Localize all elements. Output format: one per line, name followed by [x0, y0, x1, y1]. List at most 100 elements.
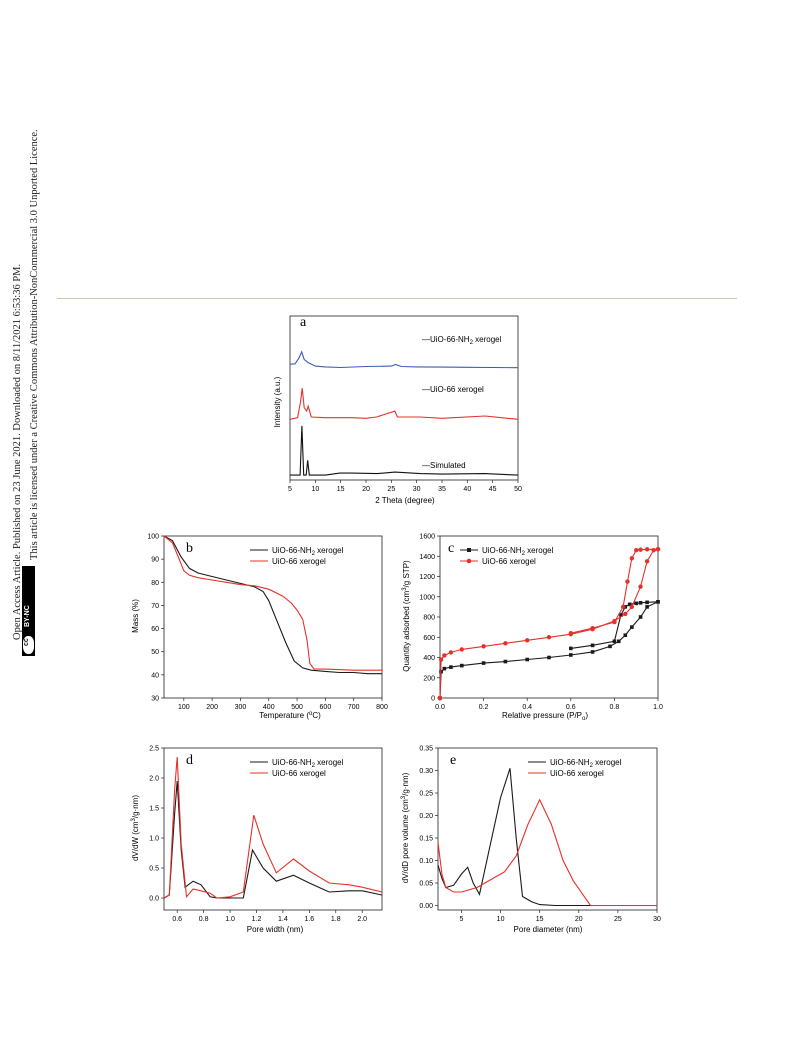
data-point: [503, 641, 508, 646]
y-tick-label: 200: [423, 675, 435, 682]
data-point: [437, 695, 443, 701]
series-line: [163, 756, 383, 899]
panel-letter-b: b: [186, 541, 193, 556]
panel-letter-c: c: [448, 541, 454, 556]
data-point: [590, 643, 595, 648]
x-tick-label: 35: [438, 486, 446, 493]
x-tick-label: 700: [348, 704, 360, 711]
data-point: [608, 644, 612, 649]
y-tick-label: 600: [423, 635, 435, 642]
series-line: [290, 425, 519, 476]
x-tick-label: 40: [463, 486, 471, 493]
legend-marker: [466, 558, 472, 564]
y-tick-label: 50: [151, 649, 159, 656]
x-tick-label: 0.6: [172, 916, 182, 923]
y-tick-label: 30: [151, 696, 159, 703]
series-line: [163, 535, 382, 671]
series-line: [570, 548, 659, 634]
side-notice: Open Access Article. Published on 23 Jun…: [0, 0, 50, 680]
x-tick-label: 5: [288, 486, 292, 493]
data-point: [546, 635, 552, 640]
data-point: [569, 646, 573, 651]
xrd-label-nh2: —UiO-66-NH2 xerogel: [422, 335, 502, 346]
x-tick-label: 800: [376, 704, 388, 711]
legend-label-uio: UiO-66 xerogel: [272, 769, 326, 778]
y-tick-label: 40: [151, 672, 159, 679]
legend-label-nh2: UiO-66-NH2 xerogel: [550, 758, 622, 769]
x-tick-label: 200: [206, 704, 218, 711]
legend-label-nh2: UiO-66-NH2 xerogel: [272, 546, 344, 557]
data-point: [638, 547, 643, 552]
legend-marker: [467, 548, 471, 552]
x-tick-label: 30: [653, 916, 661, 923]
x-axis-title-e: Pore diameter (nm): [514, 925, 583, 934]
pore-diameter-chart: e 5 10 15 20 25 30 0.00 0.05 0.10 0.15 0.20 0.25 0.3…: [401, 746, 661, 935]
pore-width-chart: d 0.6 0.8 1.0 1.2 1.4 1.6 1.8 2.0 0.0 0.5 1.0 1.5 2.…: [131, 746, 383, 934]
data-point: [629, 556, 635, 561]
cc-logo-icon: cc: [22, 635, 35, 655]
y-tick-label: 0.0: [149, 896, 159, 903]
series-line: [289, 350, 519, 369]
y-tick-label: 1.5: [149, 806, 159, 813]
legend-label-uio: UiO-66 xerogel: [272, 557, 326, 566]
x-axis-title-a: 2 Theta (degree): [375, 496, 435, 505]
x-tick-label: 10: [497, 916, 505, 923]
panel-letter-e: e: [450, 753, 456, 768]
series-line: [163, 780, 383, 899]
data-point: [638, 615, 643, 619]
series-line: [289, 388, 519, 420]
x-tick-label: 0.6: [566, 704, 576, 711]
y-tick-label: 0: [431, 696, 435, 703]
x-tick-label: 25: [387, 486, 395, 493]
x-tick-label: 600: [320, 704, 332, 711]
isotherm-chart: c 0.0 0.2 0.4 0.6 0.8 1.0 0 200 400 600 800 1000 120…: [402, 534, 663, 723]
y-tick-label: 0.5: [149, 866, 159, 873]
x-axis-title-b: Temperature (oC): [259, 711, 321, 720]
legend-label-nh2: UiO-66-NH2 xerogel: [482, 546, 554, 557]
data-point: [525, 657, 529, 662]
data-point: [568, 631, 573, 636]
y-tick-label: 400: [423, 655, 435, 662]
y-tick-label: 1600: [419, 534, 435, 541]
data-point: [634, 547, 639, 553]
y-tick-label: 2.0: [149, 776, 159, 783]
y-tick-label: 1.0: [149, 836, 159, 843]
data-point: [625, 579, 630, 584]
x-tick-label: 1.8: [331, 916, 341, 923]
series-line: [439, 601, 659, 699]
y-tick-label: 0.00: [419, 903, 433, 910]
data-point: [590, 625, 595, 631]
series-line: [437, 798, 657, 907]
y-tick-label: 0.30: [419, 768, 433, 775]
tga-chart: b 100 200 300 400 500 600 700 800 30 40 50 60 70 80 90…: [131, 534, 388, 721]
x-tick-label: 20: [362, 486, 370, 493]
data-point: [623, 633, 628, 638]
cc-license-badge[interactable]: cc BY-NC: [22, 566, 35, 656]
plot-frame-c: [439, 535, 659, 699]
x-tick-label: 30: [413, 486, 421, 493]
xrd-label-uio: —UiO-66 xerogel: [422, 385, 484, 394]
data-point: [630, 625, 634, 629]
data-point: [655, 546, 661, 552]
y-tick-label: 0.15: [419, 836, 433, 843]
panel-letter-d: d: [186, 753, 193, 768]
x-tick-label: 50: [514, 486, 522, 493]
plot-frame-a: [289, 315, 519, 481]
data-point: [449, 665, 453, 669]
data-point: [438, 657, 444, 662]
x-tick-label: 0.4: [522, 704, 532, 711]
data-point: [569, 653, 573, 657]
data-point: [645, 605, 649, 609]
y-tick-label: 800: [423, 615, 435, 622]
y-tick-label: 1200: [419, 574, 435, 581]
data-point: [620, 604, 626, 610]
x-axis-title-c: Relative pressure (P/Po): [502, 711, 588, 722]
y-tick-label: 0.10: [419, 858, 433, 865]
x-axis-title-d: Pore width (nm): [247, 925, 304, 934]
series-line: [163, 535, 382, 675]
data-point: [634, 601, 638, 606]
x-tick-label: 45: [489, 486, 497, 493]
data-point: [459, 647, 464, 652]
y-axis-title-c: Quantity adsorbed (cm3/g STP): [402, 560, 411, 672]
y-tick-label: 0.20: [419, 813, 433, 820]
